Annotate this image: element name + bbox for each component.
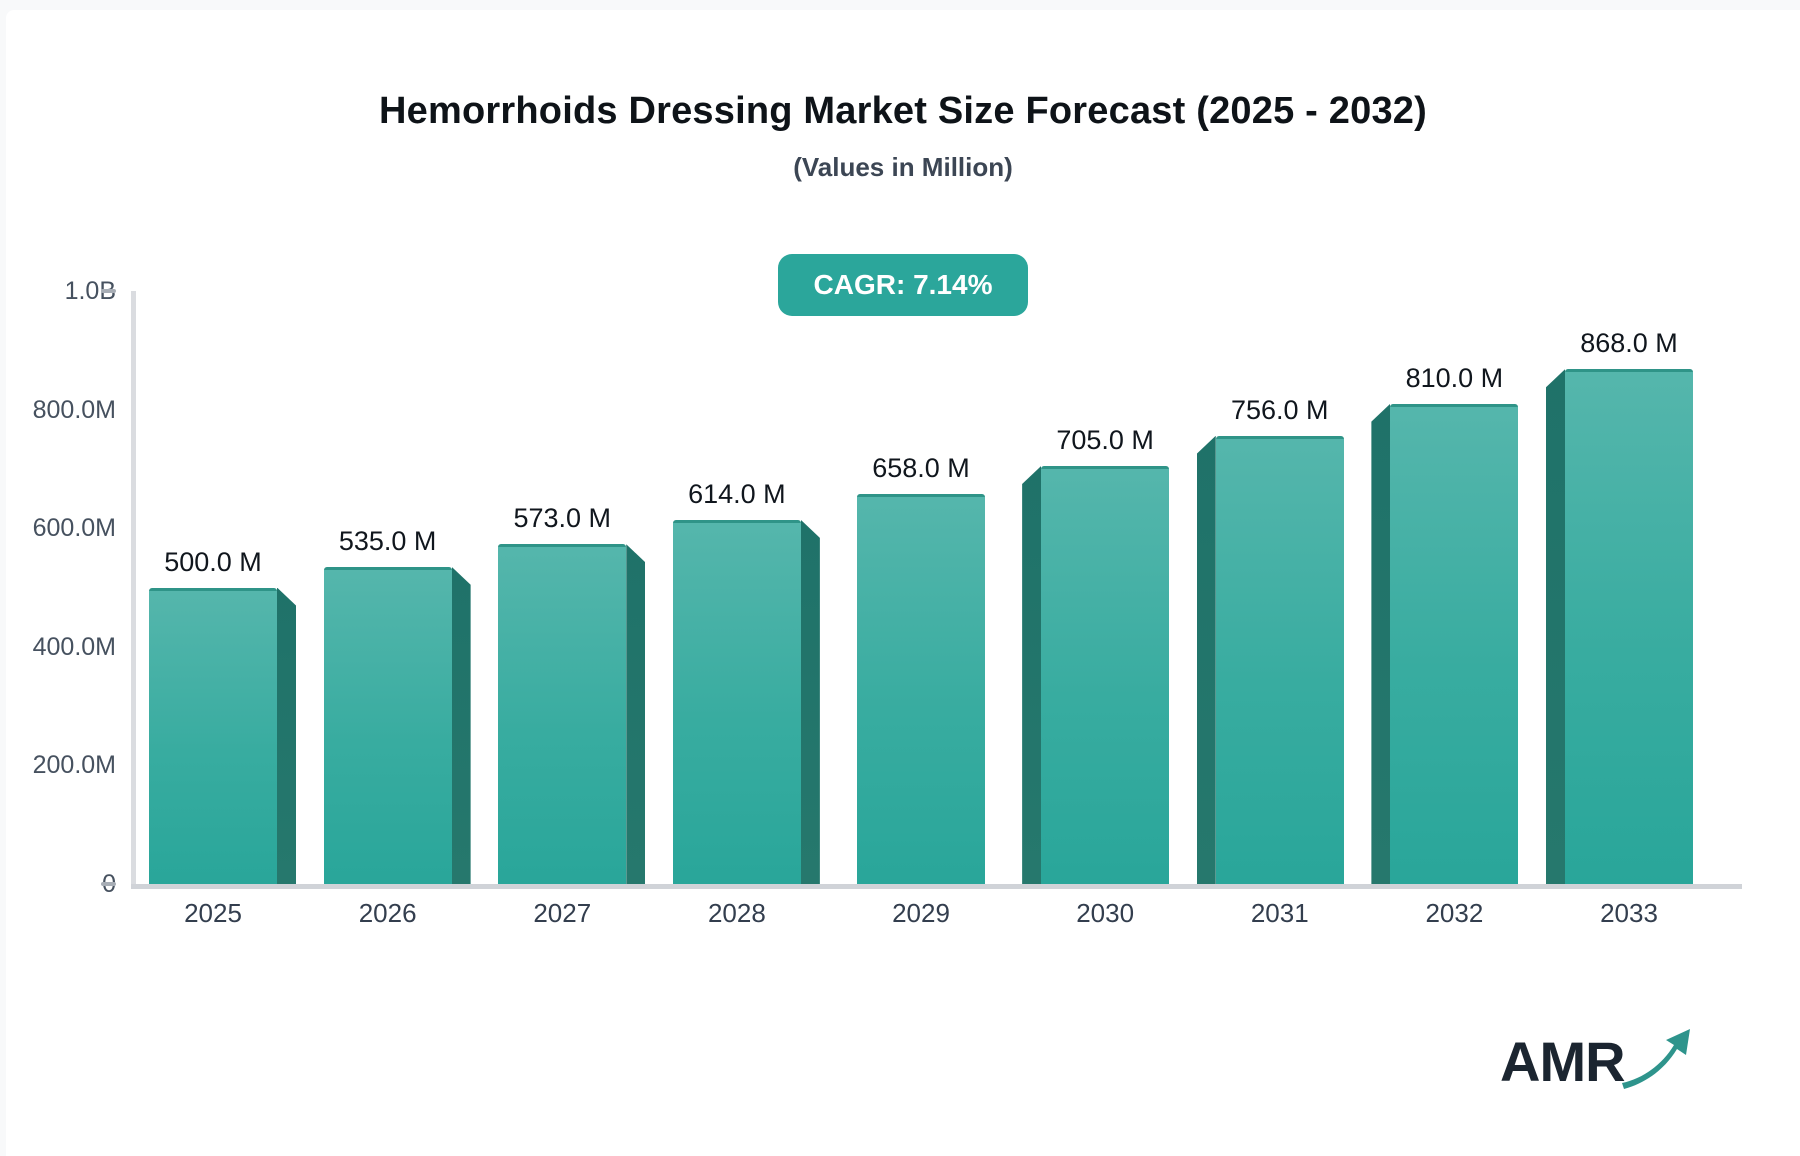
chart-title: Hemorrhoids Dressing Market Size Forecas…: [379, 90, 1427, 132]
amr-logo-text: AMR: [1500, 1030, 1625, 1093]
bars-container: 500.0 M 2025 535.0 M 2026 573.0 M 2027 614.0 M…: [149, 291, 1693, 928]
y-axis-label: 800.0M: [32, 395, 116, 424]
bar-value-label: 535.0 M: [338, 525, 437, 556]
bar-side-face: [1022, 465, 1042, 884]
bar-side-face: [1371, 403, 1391, 884]
bar-group-2033: 868.0 M 2033: [1546, 291, 1693, 928]
x-axis-label: 2030: [1076, 898, 1135, 928]
bar-group-2027: 573.0 M 2027: [498, 291, 646, 928]
bar-value-label: 810.0 M: [1405, 362, 1504, 393]
bar-value-label: 705.0 M: [1056, 424, 1154, 455]
bar-face: [1390, 403, 1519, 884]
y-axis-tick: [101, 289, 116, 293]
x-axis-label: 2029: [892, 898, 950, 928]
cagr-badge: CAGR: 7.14%: [777, 254, 1029, 316]
y-axis-label: 600.0M: [32, 514, 116, 543]
x-axis-line: [131, 884, 1742, 889]
bar-value-label: 756.0 M: [1230, 394, 1329, 425]
bar-group-2032: 810.0 M 2032: [1371, 291, 1519, 928]
bar-value-label: 614.0 M: [688, 478, 786, 509]
x-axis-label: 2032: [1425, 898, 1484, 928]
chart-subtitle: (Values in Million): [793, 152, 1013, 182]
bar-face: [672, 519, 801, 884]
bar-face: [1215, 435, 1344, 884]
bar-side-face: [800, 519, 820, 884]
bar-face: [1041, 465, 1170, 884]
growth-arrow-icon: [1622, 1029, 1690, 1089]
x-axis-label: 2031: [1250, 898, 1309, 928]
bar-group-2031: 756.0 M 2031: [1196, 291, 1344, 928]
bar-value-label: 868.0 M: [1580, 328, 1678, 359]
bar-group-2028: 614.0 M 2028: [672, 291, 820, 928]
bar-group-2030: 705.0 M 2030: [1022, 291, 1170, 928]
y-axis-tick: [101, 882, 116, 886]
bar-value-label: 500.0 M: [164, 546, 262, 577]
bar-value-label: 658.0 M: [872, 452, 970, 483]
bar-side-face: [1196, 435, 1216, 884]
x-axis-label: 2028: [707, 898, 766, 928]
bar-group-2025: 500.0 M 2025: [149, 291, 296, 928]
bar-group-2029: 658.0 M 2029: [848, 291, 995, 928]
bar-face: [149, 587, 277, 884]
plot-area: [131, 291, 1742, 889]
y-axis-line: [131, 291, 136, 884]
x-axis-label: 2026: [358, 898, 417, 928]
x-axis-label: 2033: [1600, 898, 1658, 928]
amr-logo: AMR: [1500, 1021, 1700, 1104]
bar-side-face: [451, 566, 471, 884]
bar-group-2026: 535.0 M 2026: [323, 291, 471, 928]
bar-face: [323, 566, 452, 884]
bar-side-face: [277, 587, 296, 884]
bar-face: [1565, 369, 1693, 884]
chart-card: Hemorrhoids Dressing Market Size Forecas…: [6, 10, 1800, 1156]
y-axis-label: 200.0M: [32, 751, 116, 780]
x-axis-label: 2025: [184, 898, 242, 928]
y-axis-label: 400.0M: [32, 632, 116, 661]
cagr-badge-row: CAGR: 7.14%: [6, 254, 1800, 316]
x-axis-label: 2027: [533, 898, 592, 928]
bar-side-face: [626, 544, 646, 884]
bar-value-label: 573.0 M: [513, 503, 612, 534]
bar-face: [857, 493, 985, 884]
bar-face: [498, 544, 627, 884]
bar-side-face: [1546, 369, 1565, 884]
